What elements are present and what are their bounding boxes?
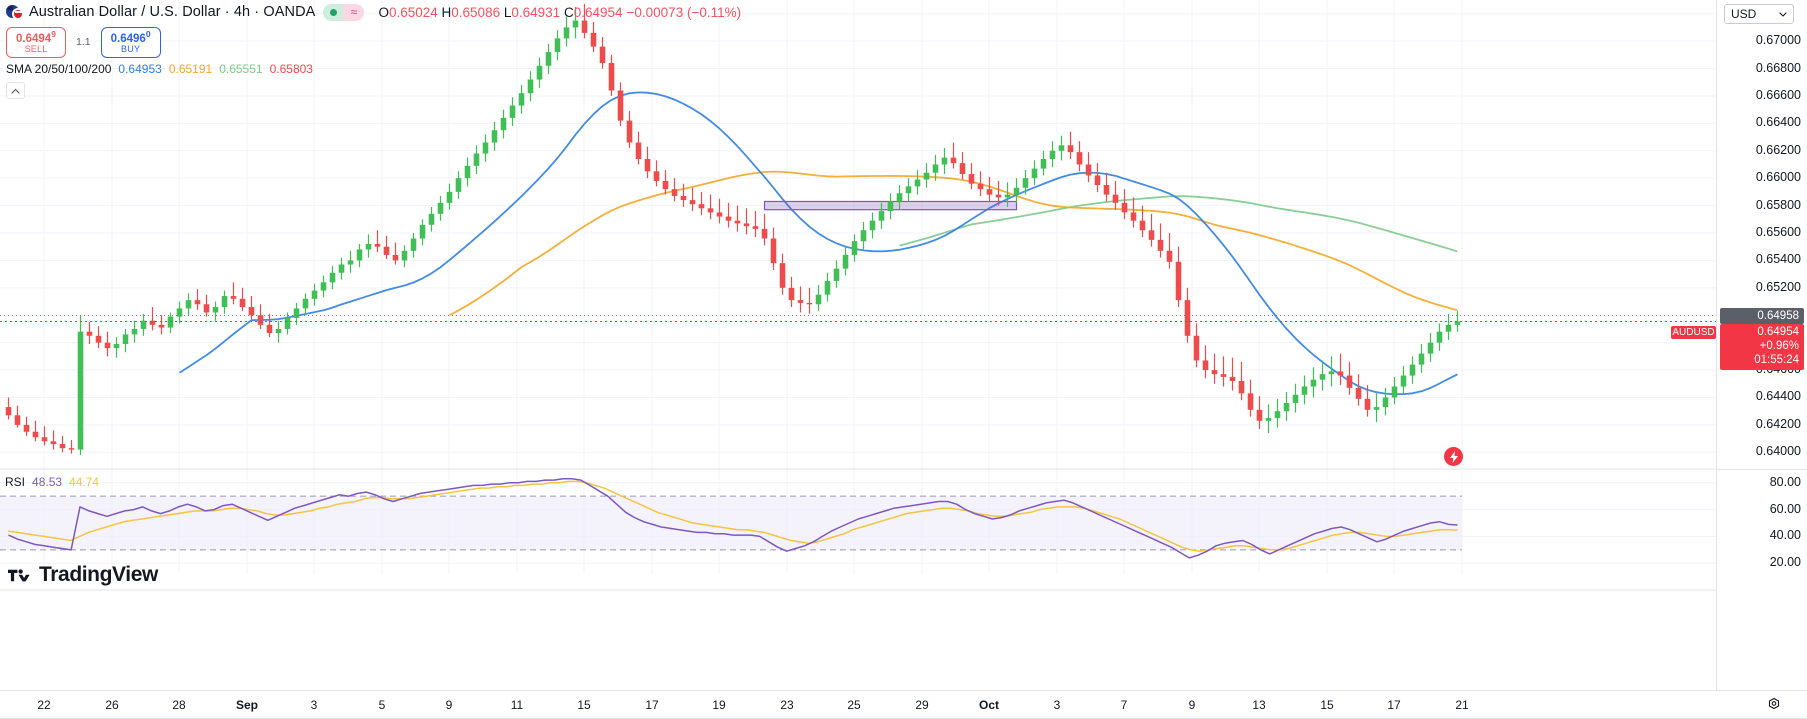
ohlc-low-label: L [503,4,512,20]
rsi-axis-tick: 40.00 [1769,528,1801,543]
currency-select[interactable]: USD [1724,4,1794,24]
chart-canvas[interactable] [0,0,1716,690]
time-axis-tick: 29 [915,698,929,712]
time-axis-tick: 17 [645,698,659,712]
price-axis-tick: 0.66000 [1755,170,1801,185]
bar-countdown: 01:55:24 [1754,354,1799,367]
time-axis-tick: 3 [310,698,318,712]
price-axis-tick: 0.65800 [1755,197,1801,212]
time-axis-tick: 7 [1120,698,1128,712]
trade-widget: 0.64949 SELL 1.1 0.64960 BUY [6,26,161,58]
ohlc-close-label: C [563,4,574,20]
sell-button[interactable]: 0.64949 SELL [6,26,66,58]
time-axis-tick: 17 [1387,698,1401,712]
rsi-legend-title: RSI [5,475,26,489]
legend-collapse-button[interactable] [6,82,25,99]
crosshair-price-badge: 0.64958 [1720,307,1804,324]
ohlc-close-value: 0.64954 [573,4,623,20]
time-axis-tick: 15 [1320,698,1334,712]
symbol-legend-row[interactable]: Australian Dollar / U.S. Dollar · 4h · O… [0,0,1500,24]
price-axis-tick: 0.67000 [1755,33,1801,48]
price-axis[interactable]: USD 0.67000 0.66800 0.66600 0.66400 0.66200 0… [1671,0,1807,690]
price-axis-tick: 0.66200 [1755,142,1801,157]
price-axis-tick: 0.65600 [1755,225,1801,239]
last-change-percent: +0.96% [1759,339,1799,352]
rsi-axis-tick: 20.00 [1769,555,1801,570]
symbol-title[interactable]: Australian Dollar / U.S. Dollar · 4h · O… [29,4,316,20]
time-axis-tick: Sep [235,698,259,712]
time-axis-tick: 19 [712,698,726,712]
lightning-alert-icon [1449,450,1458,463]
time-axis-tick: 9 [1188,698,1196,712]
alert-fab-button[interactable] [1444,447,1463,466]
price-axis-tick: 0.66600 [1755,87,1801,102]
ohlc-open-label: O [378,4,389,20]
price-axis-tick: 0.65400 [1755,252,1801,267]
time-axis-tick: 28 [172,698,186,712]
sma100-value: 0.65551 [219,62,263,76]
ohlc-low-value: 0.64931 [511,4,561,20]
market-open-dot-icon [323,3,344,21]
aud-usd-flag-icon [6,4,24,21]
price-axis-tick: 0.64200 [1755,416,1801,431]
time-axis-tick: 22 [37,698,51,712]
ohlc-change: −0.00073 (−0.11%) [626,4,742,20]
last-price-value: 0.64954 [1757,325,1799,338]
spread-value: 1.1 [76,36,91,48]
market-status-pill[interactable]: ≈ [323,3,365,21]
sma20-value: 0.64953 [118,62,162,76]
time-axis-tick: 23 [780,698,794,712]
buy-price: 0.64960 [110,28,151,45]
rsi-legend[interactable]: RSI 48.53 44.74 [5,475,99,489]
price-axis-tick: 0.64000 [1755,444,1801,459]
time-axis-tick: 21 [1455,698,1469,712]
time-axis-tick: 26 [105,698,119,712]
rsi-axis-tick: 60.00 [1769,501,1801,516]
currency-select-label: USD [1731,7,1757,21]
rsi-value: 48.53 [32,475,63,489]
time-axis-tick: 9 [445,698,453,712]
sell-label: SELL [24,43,48,54]
time-axis-tick: 15 [577,698,591,712]
time-axis-tick: 5 [378,698,386,712]
buy-button[interactable]: 0.64960 BUY [100,26,161,58]
time-axis-tick: 13 [1252,698,1266,712]
time-axis[interactable]: 22 26 28 Sep 3 5 9 11 15 17 19 23 25 29 Oct 3 7 9 13 15 17 21 [0,690,1807,719]
sma-legend[interactable]: SMA 20/50/100/200 0.64953 0.65191 0.65551 0.… [6,62,313,76]
sma50-value: 0.65191 [168,62,213,76]
rsi-axis-tick: 80.00 [1769,474,1801,489]
time-axis-tick: 11 [510,698,524,712]
chevron-down-icon [1779,11,1787,17]
price-axis-tick: 0.64400 [1755,389,1801,404]
time-axis-tick: Oct [978,698,1000,712]
price-axis-tick: 0.66800 [1755,60,1801,75]
ohlc-high-label: H [441,4,452,20]
chart-legend: Australian Dollar / U.S. Dollar · 4h · O… [0,0,1500,24]
ohlc-high-value: 0.65086 [451,4,501,20]
time-axis-tick: 3 [1053,698,1061,712]
sma200-value: 0.65803 [269,62,313,76]
axis-divider [1717,469,1807,470]
chevron-up-icon [11,88,20,94]
price-axis-tick: 0.65200 [1755,279,1801,294]
price-axis-tick: 0.66400 [1755,115,1801,130]
ohlc-values: O0.65024 H0.65086 L0.64931 C0.64954 −0.00… [378,5,741,20]
time-axis-tick: 25 [847,698,861,712]
last-price-badge[interactable]: 0.64954 +0.96% 01:55:24 [1720,323,1804,370]
ohlc-open-value: 0.65024 [388,4,438,20]
sell-price: 0.64949 [16,28,56,45]
symbol-tag: AUDUSD [1671,325,1716,339]
data-stream-icon: ≈ [343,3,365,21]
rsi-signal-value: 44.74 [69,475,100,489]
sma-legend-title: SMA 20/50/100/200 [6,62,112,76]
chart-settings-gear-icon[interactable] [1766,697,1782,713]
buy-label: BUY [121,43,141,54]
